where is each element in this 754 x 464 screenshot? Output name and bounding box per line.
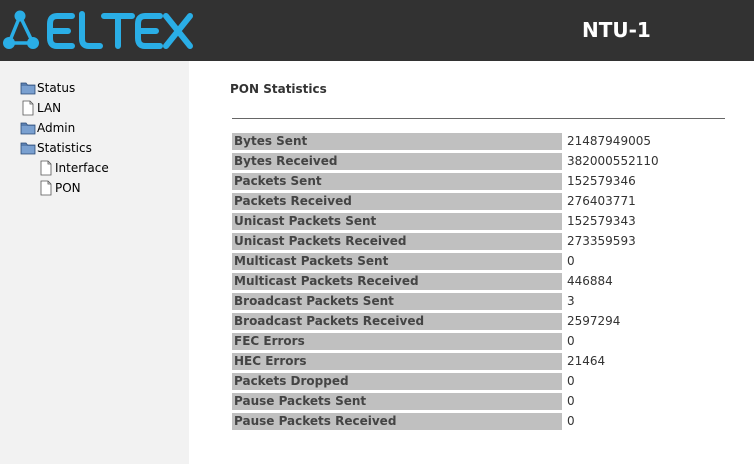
table-row: Multicast Packets Received 446884 [232, 273, 732, 290]
stat-label: Packets Received [232, 193, 562, 210]
sidebar-item-lan[interactable]: LAN [20, 99, 61, 117]
table-row: Packets Received 276403771 [232, 193, 732, 210]
stat-label: Bytes Sent [232, 133, 562, 150]
document-icon [40, 180, 52, 196]
stat-label: Multicast Packets Sent [232, 253, 562, 270]
table-row: Pause Packets Received 0 [232, 413, 732, 430]
sidebar-nav: Status LAN Admin Statistics Interface [0, 61, 189, 464]
table-row: Broadcast Packets Received 2597294 [232, 313, 732, 330]
stat-label: FEC Errors [232, 333, 562, 350]
table-row: Unicast Packets Sent 152579343 [232, 213, 732, 230]
stat-label: Multicast Packets Received [232, 273, 562, 290]
table-row: Bytes Sent 21487949005 [232, 133, 732, 150]
stat-value: 0 [567, 394, 575, 408]
stat-label: Broadcast Packets Sent [232, 293, 562, 310]
main-content: PON Statistics Bytes Sent 21487949005 By… [189, 61, 754, 464]
stat-value: 2597294 [567, 314, 621, 328]
stat-value: 382000552110 [567, 154, 659, 168]
stat-value: 21464 [567, 354, 606, 368]
stat-label: Bytes Received [232, 153, 562, 170]
divider [232, 118, 725, 119]
table-row: Pause Packets Sent 0 [232, 393, 732, 410]
stat-value: 446884 [567, 274, 613, 288]
document-icon [40, 160, 52, 176]
stat-value: 0 [567, 374, 575, 388]
stat-label: Pause Packets Received [232, 413, 562, 430]
folder-open-icon [20, 142, 36, 155]
eltex-logo [0, 6, 200, 56]
sidebar-item-admin[interactable]: Admin [20, 119, 75, 137]
sidebar-item-statistics[interactable]: Statistics [20, 139, 92, 157]
stat-value: 276403771 [567, 194, 636, 208]
table-row: Packets Sent 152579346 [232, 173, 732, 190]
stat-label: Unicast Packets Sent [232, 213, 562, 230]
stat-label: Packets Dropped [232, 373, 562, 390]
stat-value: 152579346 [567, 174, 636, 188]
stat-value: 0 [567, 254, 575, 268]
stat-label: Packets Sent [232, 173, 562, 190]
page-title: PON Statistics [230, 82, 327, 96]
stat-label: HEC Errors [232, 353, 562, 370]
table-row: Bytes Received 382000552110 [232, 153, 732, 170]
document-icon [22, 100, 34, 116]
sidebar-item-status[interactable]: Status [20, 79, 75, 97]
stat-label: Unicast Packets Received [232, 233, 562, 250]
sidebar-item-pon[interactable]: PON [38, 179, 81, 197]
stat-value: 0 [567, 414, 575, 428]
table-row: Packets Dropped 0 [232, 373, 732, 390]
stat-label: Pause Packets Sent [232, 393, 562, 410]
table-row: FEC Errors 0 [232, 333, 732, 350]
stat-value: 21487949005 [567, 134, 651, 148]
table-row: Broadcast Packets Sent 3 [232, 293, 732, 310]
stat-value: 0 [567, 334, 575, 348]
stat-value: 3 [567, 294, 575, 308]
header-bar: NTU-1 [0, 0, 754, 61]
folder-icon [20, 82, 36, 95]
sidebar-item-interface[interactable]: Interface [38, 159, 109, 177]
table-row: Multicast Packets Sent 0 [232, 253, 732, 270]
table-row: Unicast Packets Received 273359593 [232, 233, 732, 250]
stat-value: 273359593 [567, 234, 636, 248]
stat-label: Broadcast Packets Received [232, 313, 562, 330]
table-row: HEC Errors 21464 [232, 353, 732, 370]
folder-icon [20, 122, 36, 135]
device-model: NTU-1 [582, 18, 651, 42]
stat-value: 152579343 [567, 214, 636, 228]
